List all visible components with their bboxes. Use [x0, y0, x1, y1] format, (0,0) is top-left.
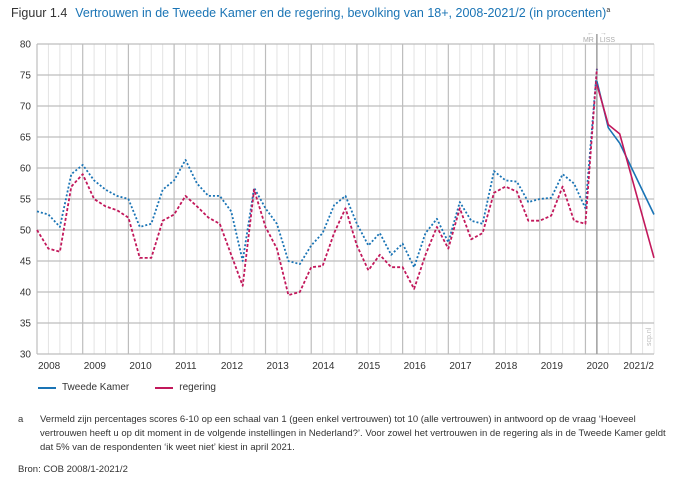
y-tick-label: 30	[20, 350, 32, 361]
figure-title: Figuur 1.4 Vertrouwen in de Tweede Kamer …	[11, 6, 610, 20]
figure-number: Figuur 1.4	[11, 6, 68, 20]
y-tick-label: 75	[20, 71, 32, 82]
figure-title-text: Vertrouwen in de Tweede Kamer en de rege…	[75, 6, 607, 20]
x-tick-label: 2018	[495, 361, 518, 372]
x-tick-label: 2009	[84, 361, 107, 372]
series-line-tweede-kamer-dotted	[36, 68, 598, 269]
y-tick-label: 60	[20, 164, 32, 175]
y-tick-label: 65	[20, 133, 32, 144]
legend: Tweede Kamer regering	[38, 382, 216, 393]
x-tick-label: 2008	[38, 361, 61, 372]
legend-item-tweede-kamer: Tweede Kamer	[38, 382, 129, 393]
series-line-tweede-kamer-solid	[596, 81, 655, 215]
legend-label-tweede-kamer: Tweede Kamer	[62, 382, 130, 393]
legend-swatch-regering	[155, 386, 174, 389]
right-arrow-icon: →	[600, 30, 607, 37]
x-tick-label: 2019	[541, 361, 564, 372]
footnote-marker: a	[18, 414, 24, 425]
x-tick-label: 2013	[267, 361, 290, 372]
x-tick-label: 2015	[358, 361, 381, 372]
series-line-regering-solid	[596, 84, 655, 259]
watermark: scp.nl	[646, 327, 653, 346]
y-tick-label: 40	[20, 288, 32, 299]
y-tick-label: 45	[20, 257, 32, 268]
footnote: a Vermeld zijn percentages scores 6-10 o…	[18, 413, 678, 455]
y-tick-label: 35	[20, 319, 32, 330]
legend-label-regering: regering	[179, 382, 216, 393]
y-tick-label: 80	[20, 40, 32, 51]
x-tick-label: 2021/2	[623, 361, 654, 372]
legend-item-regering: regering	[155, 382, 216, 393]
liss-label: LISS	[600, 37, 616, 44]
x-tick-label: 2010	[129, 361, 152, 372]
legend-swatch-tweede-kamer	[38, 386, 56, 389]
y-tick-label: 50	[20, 226, 32, 237]
source-note: Bron: COB 2008/1-2021/2	[18, 464, 128, 475]
x-tick-label: 2020	[586, 361, 609, 372]
figure-footnote-marker: a	[606, 6, 611, 14]
series-line-regering-dashed	[36, 68, 598, 297]
y-tick-label: 70	[20, 102, 32, 113]
line-chart: 30 35 40 45 50 55 60 65 70 75 80 ←MR →LISS scp.nl 2008…	[20, 30, 655, 372]
x-tick-label: 2016	[404, 361, 427, 372]
x-tick-label: 2014	[312, 361, 335, 372]
x-tick-label: 2012	[221, 361, 244, 372]
mr-label: MR	[583, 37, 594, 44]
y-tick-label: 55	[20, 195, 32, 206]
x-tick-label: 2017	[449, 361, 472, 372]
x-tick-label: 2011	[175, 361, 197, 372]
left-arrow-icon: ←	[587, 30, 594, 37]
footnote-text: Vermeld zijn percentages scores 6-10 op …	[40, 414, 666, 453]
